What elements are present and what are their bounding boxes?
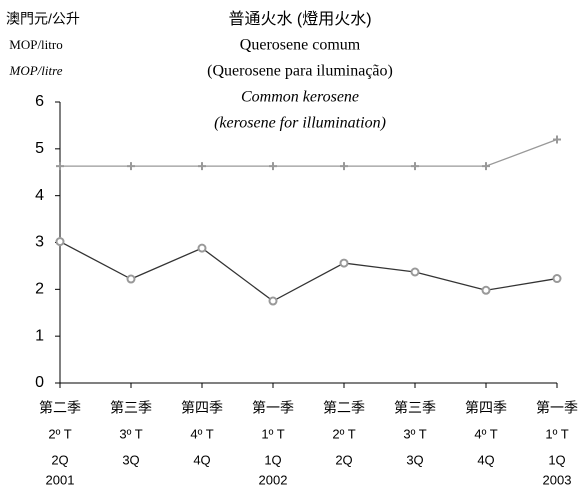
subtitle: (Querosene para iluminação) bbox=[207, 63, 393, 80]
point bbox=[127, 162, 135, 171]
y-tick-label: 2 bbox=[35, 281, 44, 298]
y-tick-label: 5 bbox=[35, 140, 44, 157]
y-label-zh: 澳門元/公升 bbox=[6, 11, 80, 27]
x-tick-label: 4º T bbox=[190, 426, 213, 441]
x-tick-label: 3Q bbox=[122, 452, 139, 467]
point bbox=[340, 162, 348, 171]
point bbox=[553, 135, 561, 144]
subtitle: Querosene comum bbox=[240, 37, 361, 54]
x-tick-label: 4º T bbox=[474, 426, 497, 441]
point bbox=[481, 285, 491, 295]
chart-title: 普通火水 (燈用火水) bbox=[228, 10, 371, 28]
y-label-en: MOP/litre bbox=[9, 63, 63, 78]
x-tick-label: 2º T bbox=[48, 426, 71, 441]
x-tick-label: 2Q bbox=[335, 452, 352, 467]
y-tick-label: 0 bbox=[35, 374, 44, 391]
series-line bbox=[59, 240, 558, 302]
point bbox=[482, 162, 490, 171]
point bbox=[56, 162, 64, 171]
year-label: 2002 bbox=[259, 472, 288, 487]
subtitle: Common kerosene bbox=[241, 89, 359, 106]
point bbox=[197, 243, 207, 253]
x-tick-label: 1º T bbox=[261, 426, 284, 441]
x-tick-label: 2Q bbox=[51, 452, 68, 467]
x-tick-label: 3º T bbox=[119, 426, 142, 441]
y-tick-label: 1 bbox=[35, 327, 44, 344]
x-tick-label: 第四季 bbox=[465, 400, 507, 416]
x-tick-label: 第四季 bbox=[181, 400, 223, 416]
y-tick-label: 4 bbox=[35, 187, 44, 204]
x-tick-label: 第三季 bbox=[394, 400, 436, 416]
x-tick-label: 4Q bbox=[477, 452, 494, 467]
x-tick-label: 第二季 bbox=[323, 400, 365, 416]
x-tick-label: 1Q bbox=[548, 452, 565, 467]
point bbox=[126, 274, 136, 284]
x-tick-label: 第一季 bbox=[252, 400, 294, 416]
x-tick-label: 3º T bbox=[403, 426, 426, 441]
point bbox=[339, 258, 349, 268]
x-tick-label: 1º T bbox=[545, 426, 568, 441]
point bbox=[411, 162, 419, 171]
point bbox=[552, 274, 562, 284]
x-tick-label: 第一季 bbox=[536, 400, 578, 416]
point bbox=[410, 267, 420, 277]
year-label: 2003 bbox=[543, 472, 572, 487]
x-tick-label: 1Q bbox=[264, 452, 281, 467]
x-tick-label: 3Q bbox=[406, 452, 423, 467]
y-label-pt: MOP/litro bbox=[9, 37, 62, 52]
y-tick-label: 6 bbox=[35, 93, 44, 110]
point bbox=[198, 162, 206, 171]
series-line bbox=[60, 138, 558, 167]
year-label: 2001 bbox=[46, 472, 75, 487]
point bbox=[55, 237, 65, 247]
x-tick-label: 2º T bbox=[332, 426, 355, 441]
subtitle: (kerosene for illumination) bbox=[214, 115, 386, 132]
x-tick-label: 4Q bbox=[193, 452, 210, 467]
x-tick-label: 第二季 bbox=[39, 400, 81, 416]
point bbox=[269, 162, 277, 171]
point bbox=[268, 296, 278, 306]
x-tick-label: 第三季 bbox=[110, 400, 152, 416]
y-tick-label: 3 bbox=[35, 234, 44, 251]
